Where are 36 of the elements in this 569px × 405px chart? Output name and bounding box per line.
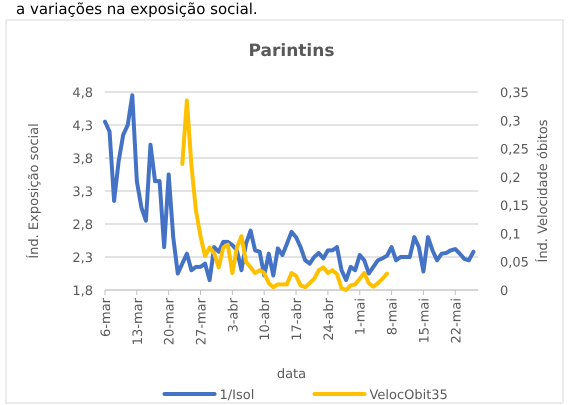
x-tick-label: 6-mar <box>99 297 114 337</box>
y-tick-label: 1,8 <box>72 284 93 299</box>
x-tick-label: 17-abr <box>290 297 306 341</box>
y2-tick-label: 0,1 <box>500 227 521 242</box>
legend-label: 1/Isol <box>220 388 254 403</box>
y2-tick-label: 0,2 <box>500 170 521 186</box>
y-tick-label: 4,3 <box>72 119 93 134</box>
x-tick-label: 3-abr <box>226 297 242 333</box>
chart-title: Parintins <box>248 41 334 61</box>
line-series <box>180 98 390 292</box>
y-axis-title: Índ. Exposição social <box>25 123 42 259</box>
x-tick-label: 13-mar <box>130 297 146 346</box>
y2-tick-label: 0,35 <box>500 86 529 101</box>
line-series <box>103 93 476 282</box>
y-tick-label: 2,3 <box>72 251 93 266</box>
x-tick-label: 10-abr <box>258 297 274 341</box>
y-tick-label: 3,8 <box>72 152 93 167</box>
x-tick-label: 1-mai <box>354 298 369 336</box>
x-axis-title: data <box>276 367 306 382</box>
y-tick-label: 2,8 <box>72 218 93 233</box>
y2-tick-label: 0,3 <box>500 114 521 130</box>
x-tick-label: 24-abr <box>322 297 337 341</box>
text: a variações na exposição social. <box>16 0 258 18</box>
x-tick-label: 20-mar <box>162 297 178 346</box>
x-tick-label: 8-mai <box>386 298 401 336</box>
y2-axis-title: Índ. Velocidade óbitos <box>534 119 551 263</box>
y2-tick-label: 0,05 <box>500 256 529 271</box>
y2-tick-label: 0,15 <box>500 199 529 214</box>
y2-tick-label: 0 <box>500 284 508 299</box>
x-tick-label: 15-mai <box>417 298 432 344</box>
x-tick-label: 27-mar <box>194 297 210 346</box>
legend-label: VelocObit35 <box>370 388 448 403</box>
y-tick-label: 4,8 <box>72 86 93 101</box>
y-tick-label: 3,3 <box>72 185 93 200</box>
y2-tick-label: 0,25 <box>500 142 529 158</box>
x-tick-label: 22-mai <box>449 298 464 344</box>
